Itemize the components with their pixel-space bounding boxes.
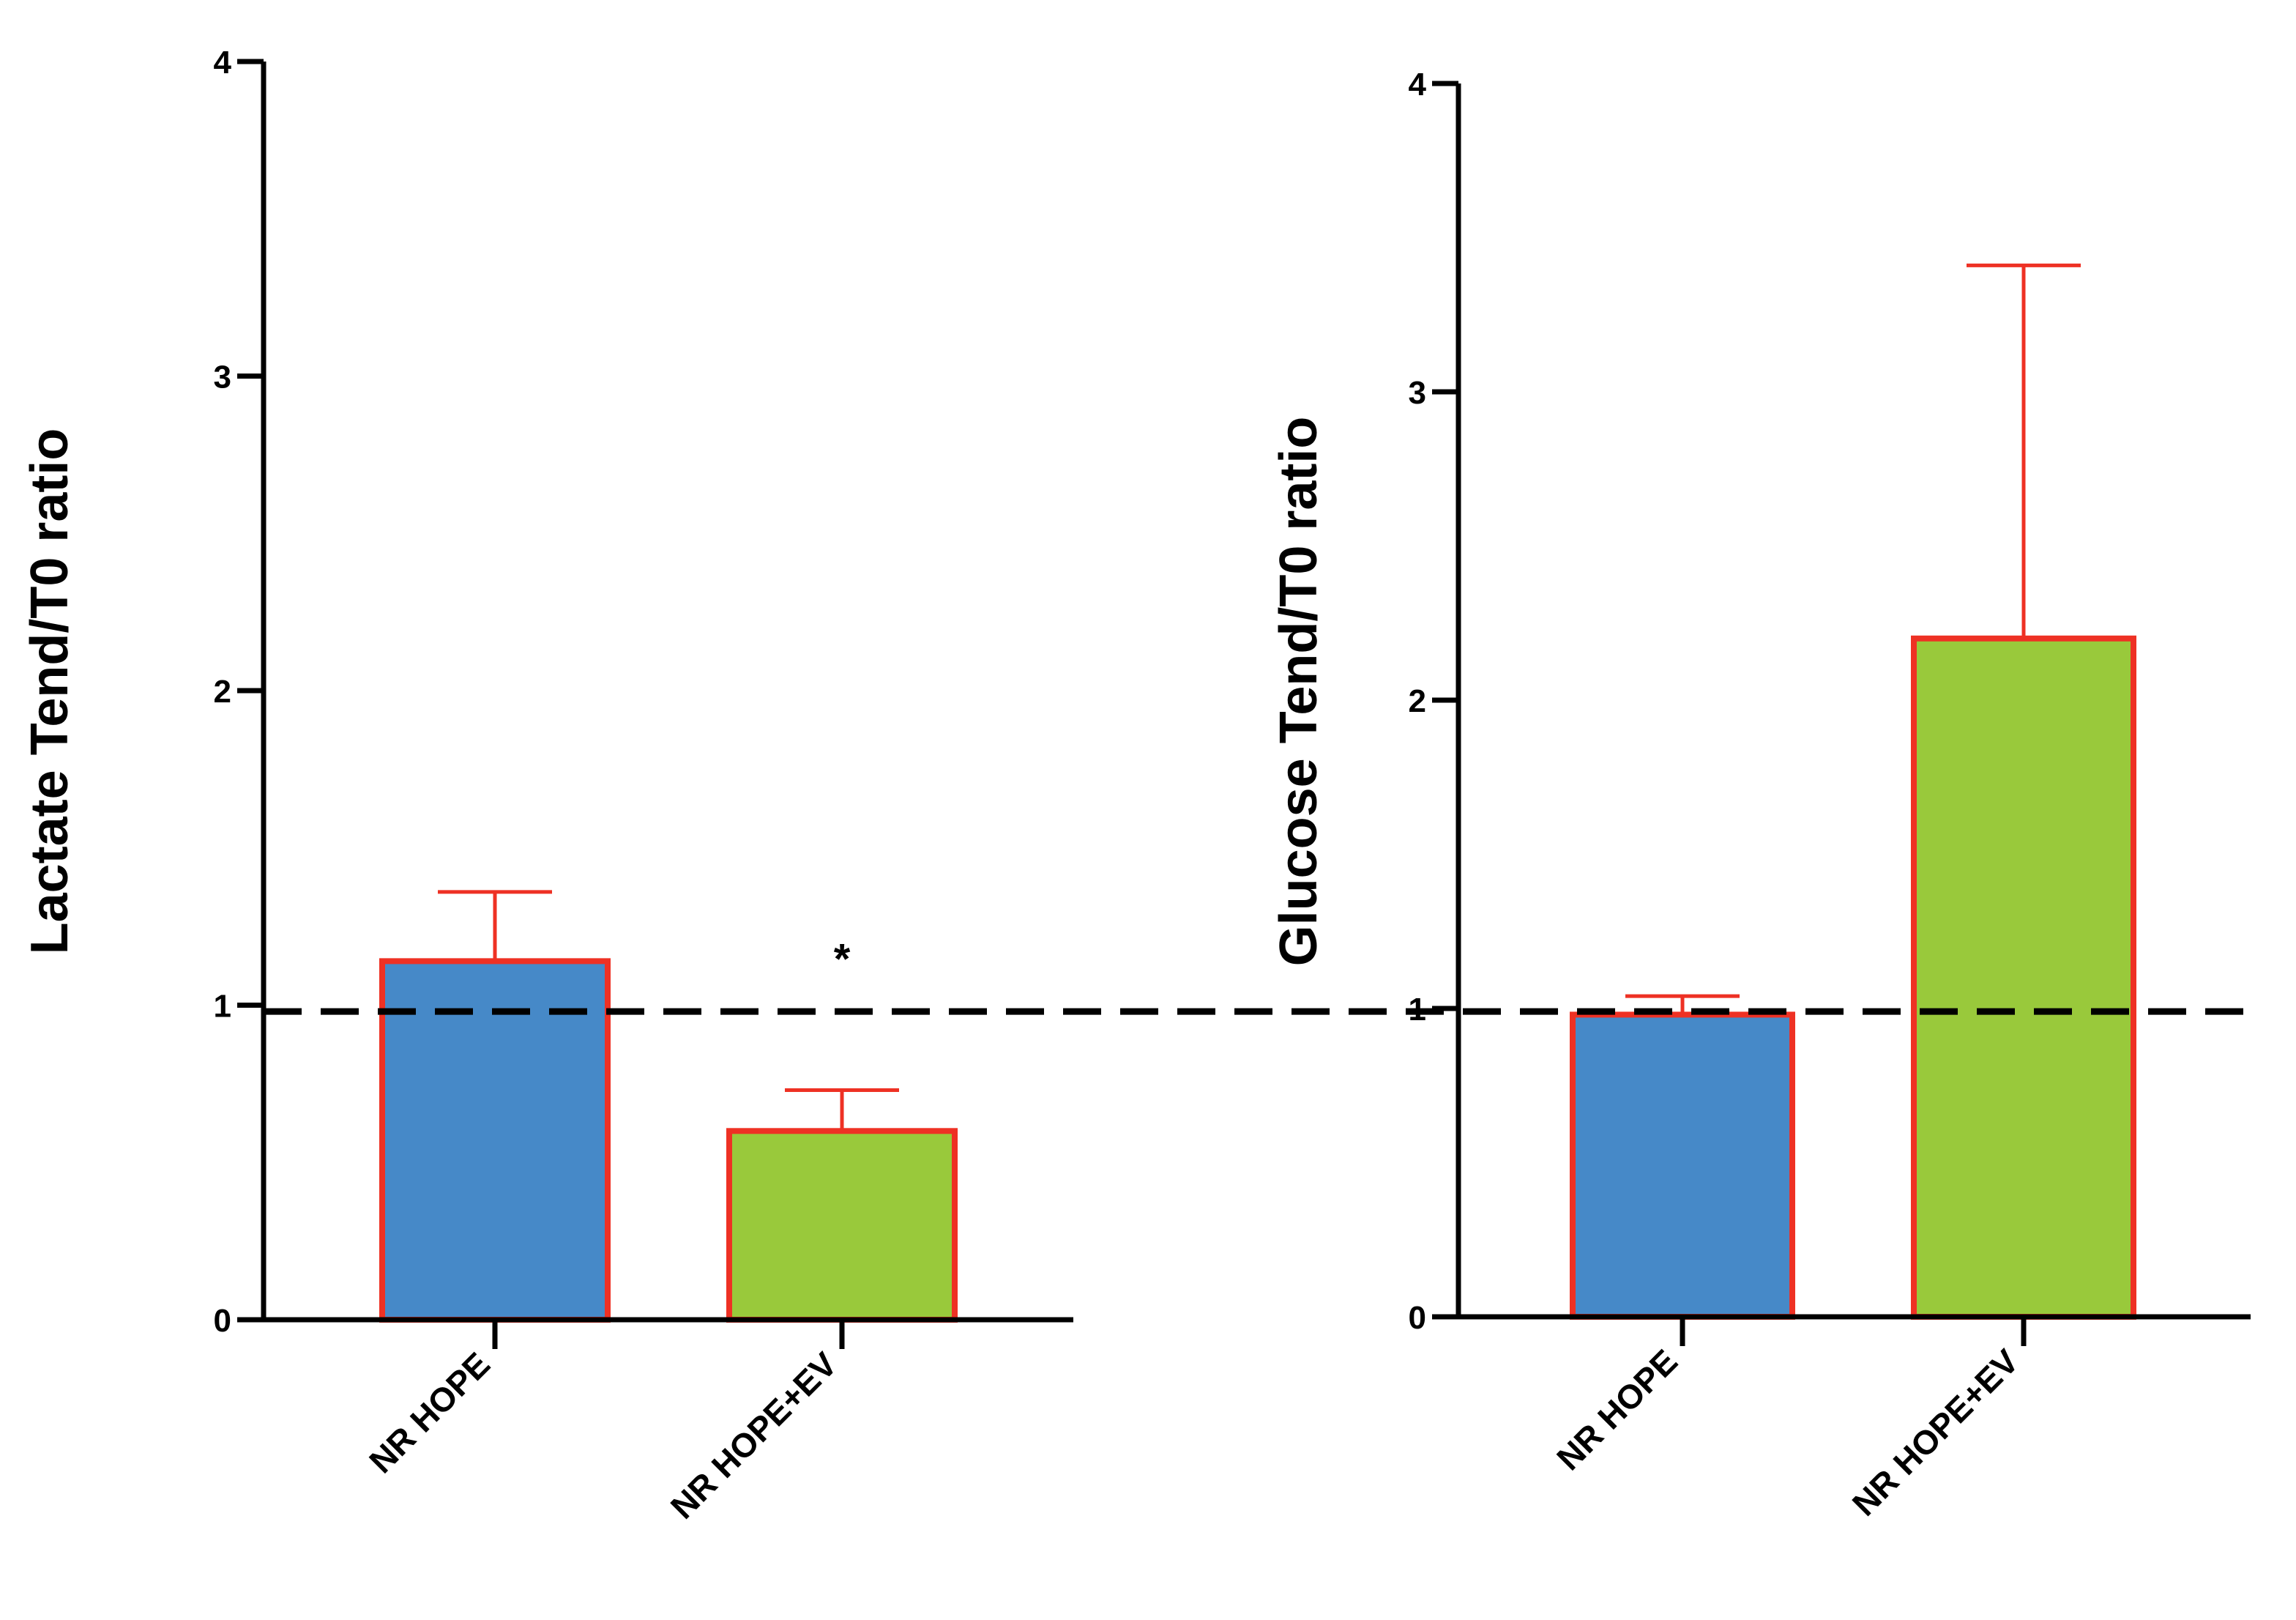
category-label: NR HOPE+EV xyxy=(1845,1342,2027,1523)
y-tick-label: 2 xyxy=(214,674,231,710)
y-tick-label: 2 xyxy=(1409,683,1426,719)
y-tick-label: 0 xyxy=(214,1303,231,1339)
category-label: NR HOPE+EV xyxy=(663,1345,845,1526)
lactate-chart: Lactate Tend/T0 ratio NR HOPE NR HOPE+EV 0 1… xyxy=(20,45,1073,1526)
y-tick-label: 0 xyxy=(1409,1300,1426,1336)
y-tick-label: 1 xyxy=(214,989,231,1025)
y-tick-label: 4 xyxy=(1409,67,1427,103)
y-axis-label: Lactate Tend/T0 ratio xyxy=(20,428,79,955)
category-label: NR HOPE xyxy=(1549,1342,1685,1477)
y-tick-label: 3 xyxy=(214,360,231,395)
bar-nr-hope-ev xyxy=(726,1128,958,1323)
y-tick-label: 4 xyxy=(214,45,232,81)
bar-nr-hope-ev xyxy=(1911,635,2136,1320)
y-tick-label: 3 xyxy=(1409,375,1426,411)
y-axis-label: Glucose Tend/T0 ratio xyxy=(1270,417,1328,967)
significance-marker: * xyxy=(834,936,851,984)
bar-nr-hope xyxy=(379,958,611,1323)
bar-nr-hope xyxy=(1570,1011,1795,1320)
category-label: NR HOPE xyxy=(362,1345,497,1480)
